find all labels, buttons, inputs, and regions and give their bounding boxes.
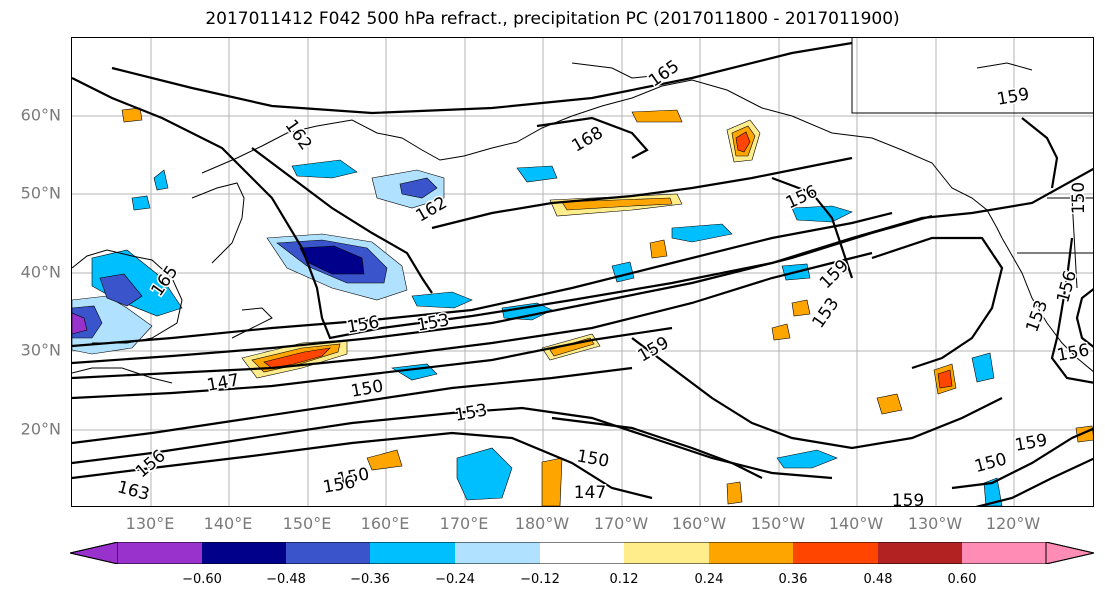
lat-label-20n: 20°N (20, 419, 61, 439)
precip-area-kuril-core (399, 177, 438, 199)
precip-area-east-3 (983, 477, 1003, 506)
contour-label: 150 (972, 449, 1009, 477)
colorbar-cell (202, 542, 286, 564)
precip-area-kamchatka (291, 159, 358, 179)
colorbar-extend-low (70, 542, 119, 564)
colorbar-cell (286, 542, 370, 564)
precip-area-south-1 (456, 447, 513, 501)
lon-label-150w: 150°W (750, 514, 806, 533)
colorbar-tick: −0.48 (266, 572, 306, 587)
precip-area-gulf-alaska (631, 109, 683, 123)
precip-area-small-6 (726, 481, 743, 505)
contour-label: 159 (995, 84, 1030, 109)
colorbar-cell (878, 542, 962, 564)
lon-label-140w: 140°W (828, 514, 884, 533)
graticule (72, 38, 1093, 506)
contour-label: 159 (892, 491, 924, 507)
lon-label-150e: 150°E (282, 514, 332, 533)
lat-label-50n: 50°N (20, 183, 61, 203)
contour-label: 163 (115, 477, 152, 505)
precip-area-sea-5 (153, 169, 169, 191)
precip-area-sea-3 (131, 195, 151, 211)
lat-label-60n: 60°N (20, 105, 61, 125)
precip-area-bering-band-core (561, 197, 673, 211)
colorbar-cell (118, 542, 202, 564)
precip-area-midpac-1 (501, 302, 553, 321)
lon-label-130e: 130°E (125, 514, 175, 533)
precip-area-east-1 (971, 352, 995, 383)
precip-area-south-orange-3 (876, 393, 903, 415)
colorbar-cell (540, 542, 624, 564)
precip-area-midpac-4 (791, 205, 853, 223)
colorbar-tick: 0.24 (694, 572, 724, 587)
contour-label: 147 (574, 483, 606, 503)
precip-area-south-orange-2 (366, 449, 403, 471)
precip-area-korea-core (99, 273, 143, 307)
lon-label-140e: 140°E (203, 514, 253, 533)
precip-area-small-1 (649, 239, 668, 259)
contour-label: 150 (1069, 182, 1089, 214)
contour-label: 159 (1013, 430, 1048, 455)
colorbar-tick: −0.12 (520, 572, 560, 587)
colorbar-extend-high (1045, 542, 1094, 564)
lat-label-40n: 40°N (20, 262, 61, 282)
contour-label: 156 (345, 312, 380, 337)
colorbar-cell (709, 542, 793, 564)
precip-area-small-2 (791, 299, 811, 317)
lon-label-180w: 180°W (514, 514, 570, 533)
precip-area-east-2 (776, 449, 838, 469)
contour-label: 156 (1055, 340, 1090, 365)
map-panel: 165 159 162 168 162 156 165 159 153 156 153 159 147 1… (71, 37, 1094, 507)
height-contours (72, 41, 1093, 506)
contour-label: 153 (415, 310, 450, 335)
lon-label-160w: 160°W (671, 514, 727, 533)
precip-area-hawaii-red-core (937, 369, 953, 389)
lon-label-120w: 120°W (985, 514, 1041, 533)
colorbar-cell (962, 542, 1046, 564)
precip-area-sea-1 (516, 165, 558, 183)
lon-label-170e: 170°E (439, 514, 489, 533)
precip-area-small-3 (771, 323, 791, 341)
contour-label: 147 (205, 370, 240, 395)
precip-area-sea-4 (611, 261, 635, 283)
colorbar-tick: −0.60 (182, 572, 222, 587)
colorbar-tick: 0.12 (609, 572, 639, 587)
precip-area-small-4 (121, 107, 143, 123)
colorbar-tick: 0.60 (947, 572, 977, 587)
colorbar-tick: 0.36 (778, 572, 808, 587)
precip-area-korea (91, 249, 183, 317)
lon-label-170w: 170°W (593, 514, 649, 533)
colorbar-cell (624, 542, 709, 564)
contour-label: 168 (568, 123, 606, 157)
colorbar-tick: −0.36 (350, 572, 390, 587)
colorbar-cell (370, 542, 455, 564)
contour-label: 156 (1053, 268, 1081, 305)
precip-area-west-purple (72, 312, 88, 335)
lat-label-30n: 30°N (20, 340, 61, 360)
lon-label-160e: 160°E (360, 514, 410, 533)
contour-label: 162 (281, 116, 316, 154)
precip-area-alaska-red-max (735, 131, 751, 153)
colorbar (70, 542, 1094, 564)
lon-label-130w: 130°W (907, 514, 963, 533)
precip-area-midpac-2 (411, 291, 473, 309)
precip-area-south-orange-1 (541, 457, 563, 506)
contour-label: 153 (453, 400, 488, 425)
contour-label: 156 (321, 472, 356, 497)
precip-area-midpac-3 (671, 223, 733, 243)
contour-label: 159 (634, 333, 672, 367)
figure-title: 2017011412 F042 500 hPa refract., precip… (205, 9, 900, 29)
colorbar-cell (793, 542, 878, 564)
colorbar-tick: 0.48 (863, 572, 893, 587)
contour-label: 153 (808, 294, 843, 332)
contour-label: 153 (1022, 298, 1052, 335)
colorbar-cell (455, 542, 540, 564)
colorbar-tick: −0.24 (435, 572, 475, 587)
